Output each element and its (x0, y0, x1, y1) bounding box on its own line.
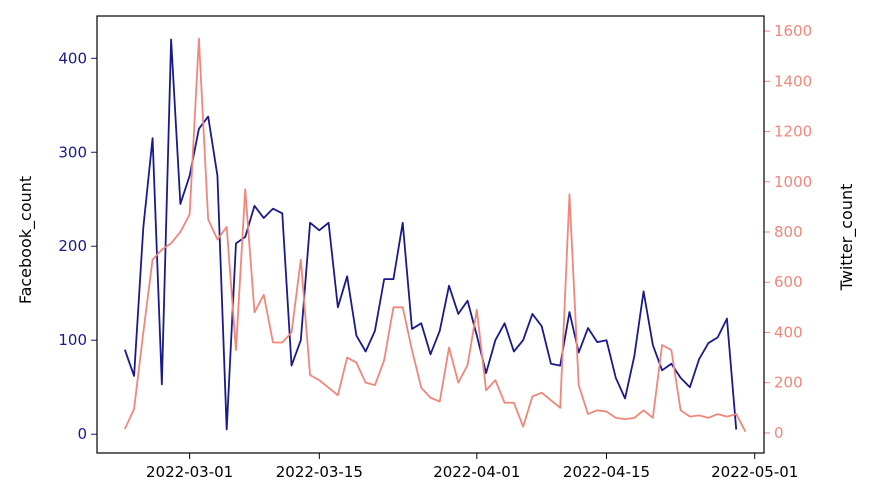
y-axis-left-label-group: Facebook_count (16, 176, 36, 304)
y-axis-right-label-group: Twitter_count (837, 184, 857, 292)
y-axis-right-label: Twitter_count (837, 184, 857, 292)
y-right-tick-label: 400 (774, 323, 803, 341)
y-right-tick-label: 1600 (774, 22, 812, 40)
y-right-tick-label: 1000 (774, 173, 812, 191)
y-right-tick-label: 1200 (774, 123, 812, 141)
ticks-layer: 2022-03-01 2022-03-15 2022-04-01 2022-04-15… (58, 22, 812, 481)
plot-layer (123, 37, 747, 433)
x-tick-label: 2022-05-01 (711, 463, 798, 481)
y-left-tick-label: 0 (77, 425, 87, 443)
y-left-tick-label: 200 (58, 237, 87, 255)
y-right-tick-label: 1400 (774, 72, 812, 90)
x-tick-label: 2022-03-15 (276, 463, 363, 481)
series-line-facebook (123, 38, 738, 431)
x-tick-label: 2022-04-01 (433, 463, 520, 481)
series-line-twitter (123, 37, 747, 433)
y-right-tick-label: 600 (774, 273, 803, 291)
y-left-tick-label: 300 (58, 143, 87, 161)
x-tick-label: 2022-04-15 (563, 463, 650, 481)
y-right-tick-label: 800 (774, 223, 803, 241)
plot-frame (96, 15, 765, 454)
y-right-tick-label: 200 (774, 374, 803, 392)
y-left-tick-label: 100 (58, 331, 87, 349)
x-tick-label: 2022-03-01 (146, 463, 233, 481)
y-right-tick-label: 0 (774, 424, 784, 442)
y-left-tick-label: 400 (58, 49, 87, 67)
y-axis-left-label: Facebook_count (16, 176, 36, 304)
